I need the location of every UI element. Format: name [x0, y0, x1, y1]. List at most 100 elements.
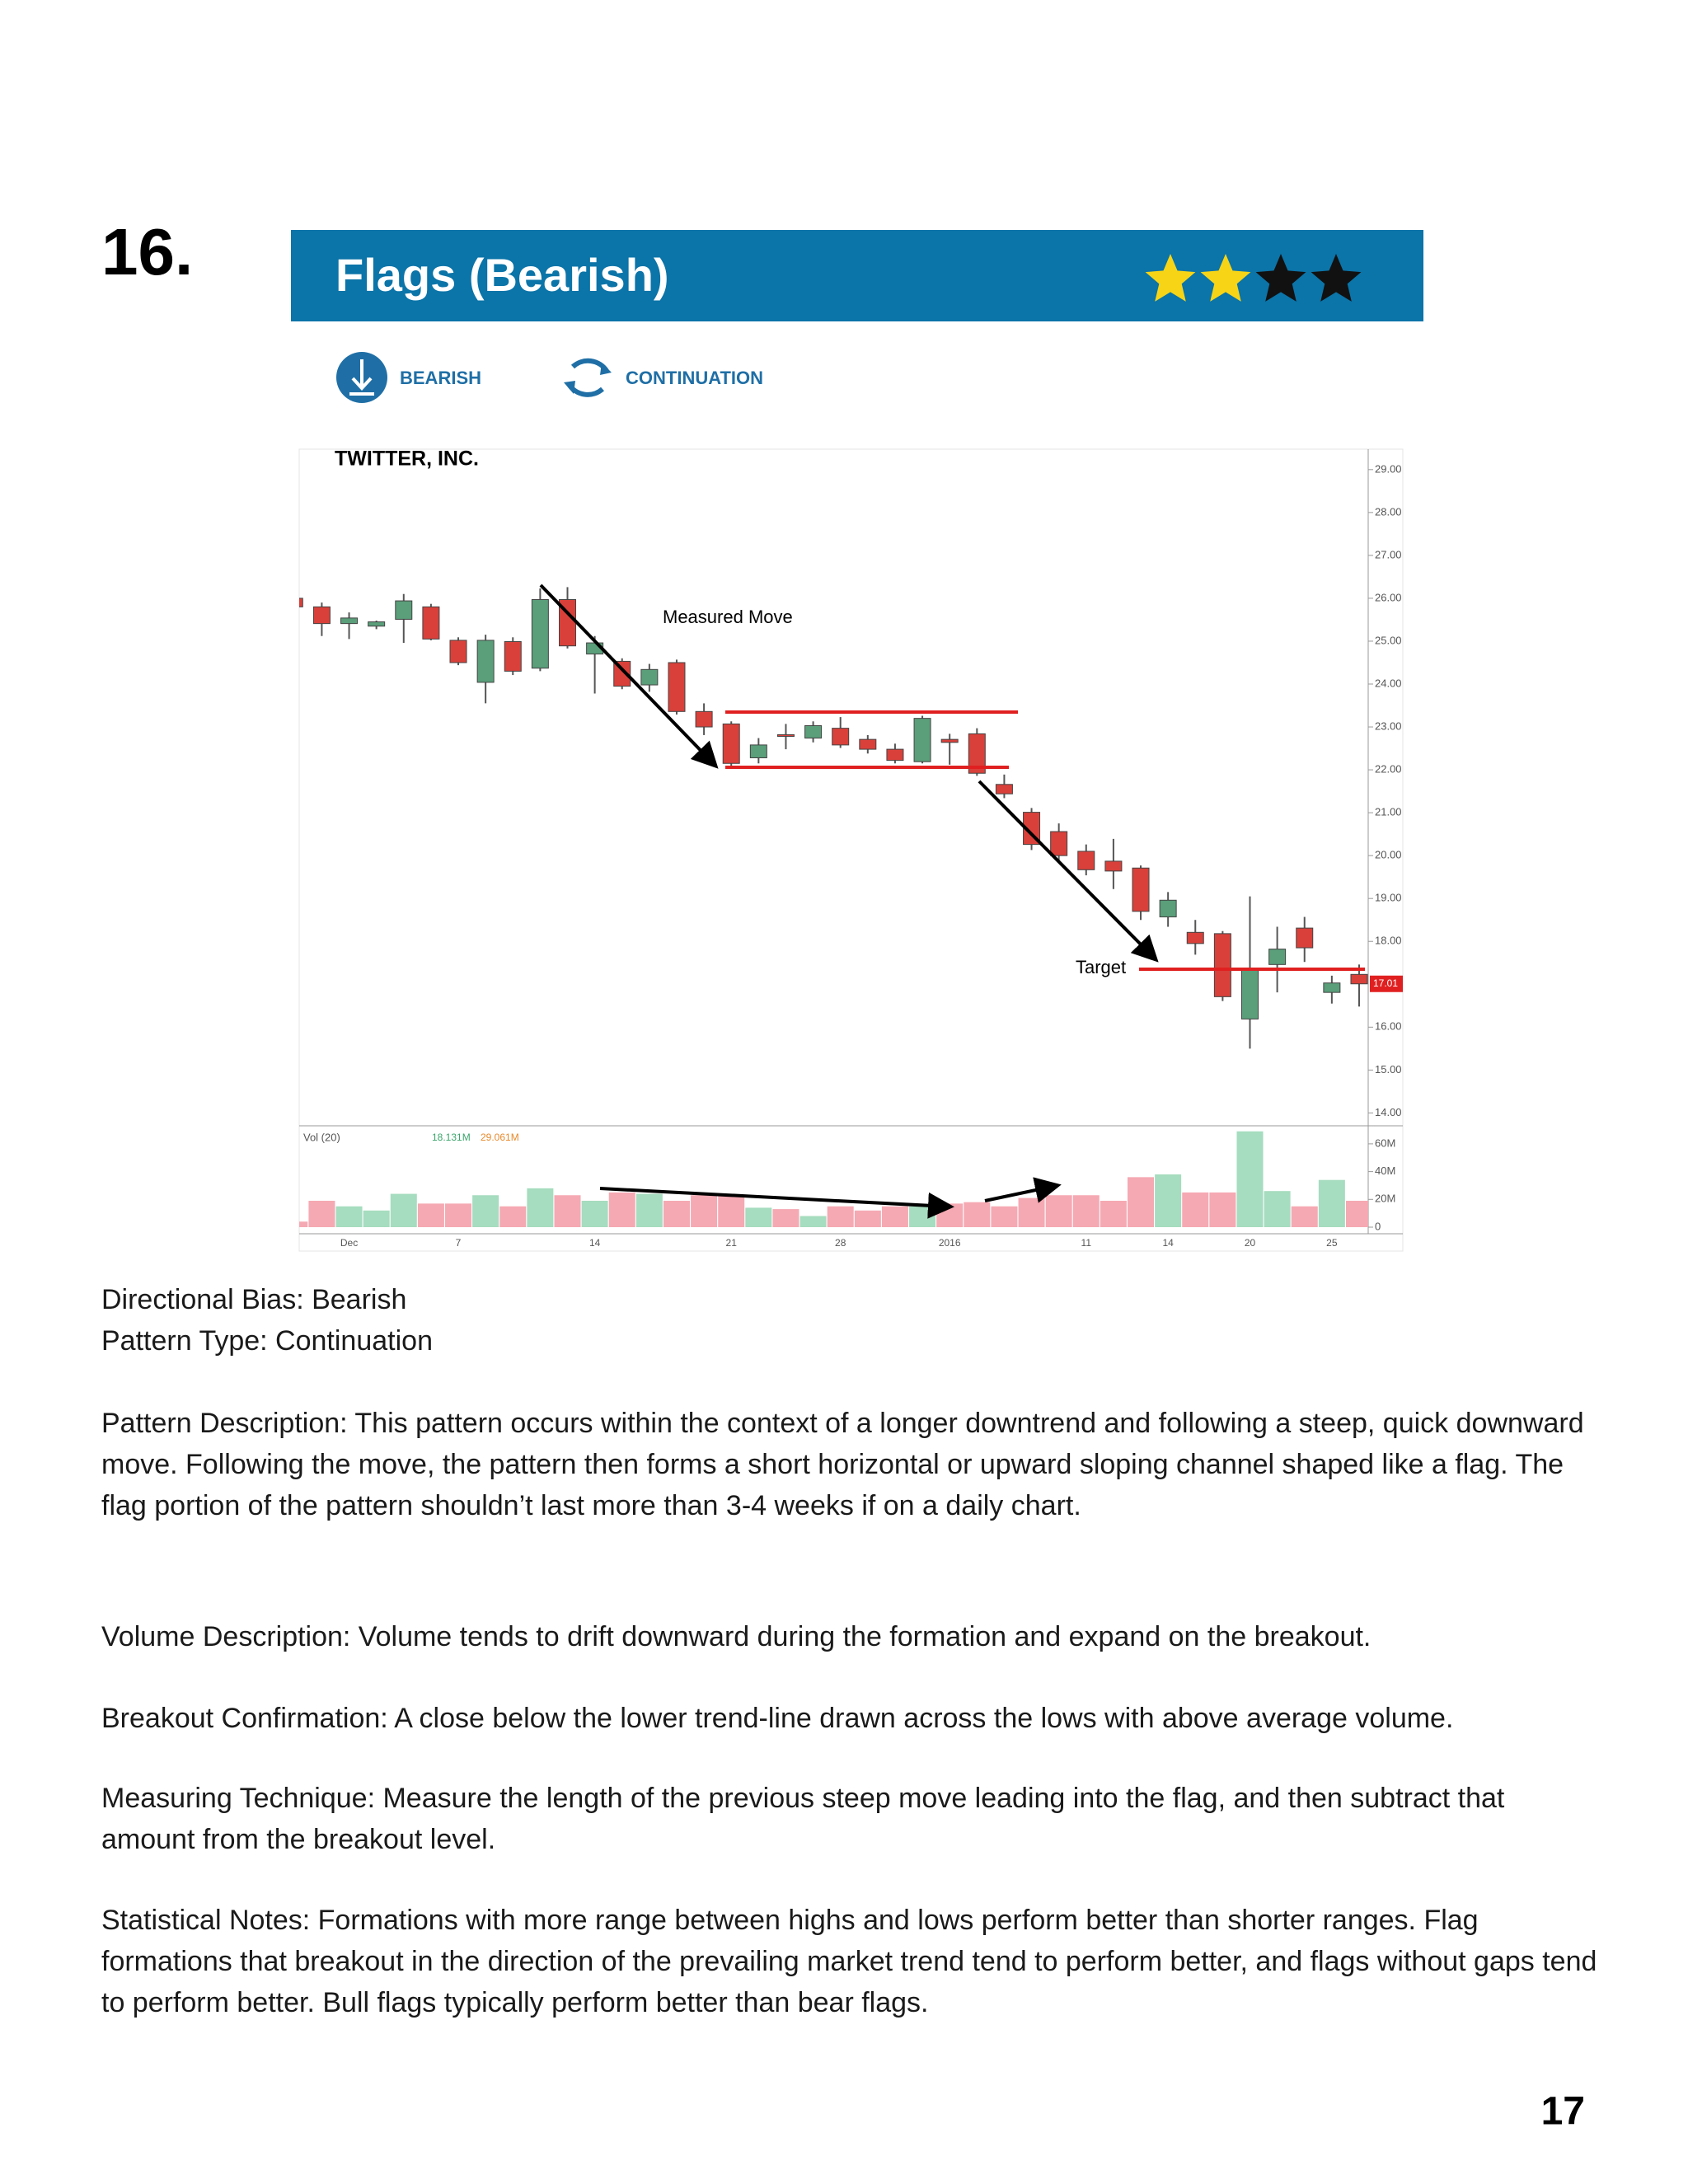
candle-body	[395, 600, 413, 620]
y-tick-label: 23.00	[1375, 719, 1402, 732]
candle-body	[886, 748, 904, 762]
candle-body	[1104, 860, 1123, 872]
volume-tick-label: 20M	[1375, 1193, 1395, 1205]
continuation-icon	[566, 358, 609, 397]
y-tick-label: 16.00	[1375, 1020, 1402, 1033]
star	[1311, 254, 1362, 302]
candle-body	[995, 784, 1013, 794]
candle-body	[776, 733, 795, 737]
volume-arrow	[984, 1177, 1062, 1203]
candle-body	[1132, 867, 1150, 912]
plot	[299, 587, 1368, 1227]
last-price-label: 17.01	[1373, 977, 1398, 989]
x-tick-label: 28	[835, 1237, 846, 1249]
x-tick-label: 25	[1326, 1237, 1338, 1249]
volume-label: Vol (20)	[303, 1131, 340, 1143]
annotation: Measured Move	[663, 607, 793, 627]
paragraph: Breakout Confirmation: A close below the…	[101, 1703, 1454, 1734]
volume-bar	[445, 1203, 472, 1227]
volume-bar	[1100, 1200, 1127, 1227]
volume-bar	[554, 1195, 581, 1227]
banner-title: Flags (Bearish)	[335, 249, 669, 301]
candle-body	[695, 710, 713, 728]
volume-bar	[909, 1206, 936, 1227]
candle-body	[1241, 968, 1259, 1019]
volume-bar	[827, 1206, 854, 1227]
volume-bar	[745, 1207, 772, 1227]
paragraph: Pattern Type: Continuation	[101, 1325, 433, 1357]
y-tick-label: 14.00	[1375, 1106, 1402, 1118]
y-tick-label: 18.00	[1375, 935, 1402, 947]
volume-bar	[964, 1202, 991, 1227]
candle-body	[668, 662, 686, 712]
volume-bar	[991, 1206, 1018, 1227]
candle-body	[340, 617, 359, 625]
y-tick-label: 29.00	[1375, 462, 1402, 475]
item-number: 16.	[101, 215, 193, 288]
candle-body	[1350, 973, 1368, 985]
volume-bar	[772, 1209, 799, 1227]
candle-body	[859, 738, 877, 750]
paragraph: Pattern Description: This pattern occurs…	[101, 1408, 1584, 1521]
volume-bar	[1345, 1200, 1368, 1227]
y-tick-label: 26.00	[1375, 591, 1402, 603]
candle-body	[968, 733, 986, 774]
chart-title: TWITTER, INC.	[335, 448, 479, 471]
bearish-arrow	[349, 359, 374, 396]
candle-body	[531, 598, 549, 669]
volume-bar	[299, 1221, 308, 1227]
y-tick-label: 19.00	[1375, 892, 1402, 904]
volume-bar	[390, 1193, 417, 1227]
candle-body	[1213, 933, 1231, 997]
tag: BEARISH	[400, 368, 481, 388]
x-tick-label: 14	[589, 1237, 601, 1249]
x-tick-label: 11	[1081, 1237, 1092, 1249]
volume-stat: 18.131M	[432, 1132, 471, 1143]
y-tick-label: 27.00	[1375, 548, 1402, 560]
volume-bar	[663, 1200, 690, 1227]
x-tick-label: 7	[456, 1237, 462, 1249]
volume-bar	[1264, 1191, 1291, 1227]
candle-body	[312, 606, 331, 625]
volume-tick-label: 0	[1375, 1220, 1381, 1232]
volume-bar	[472, 1195, 499, 1227]
candle-body	[1159, 899, 1177, 918]
candle-body	[422, 606, 440, 640]
candle-body	[940, 738, 959, 743]
chart-frame	[298, 448, 1404, 1252]
candle-body	[1323, 982, 1341, 993]
y-tick-label: 21.00	[1375, 806, 1402, 818]
volume-bar	[1291, 1206, 1318, 1227]
star	[1200, 254, 1251, 302]
candle-body	[1050, 831, 1068, 856]
volume-bar	[718, 1195, 745, 1227]
volume-bar	[499, 1206, 527, 1227]
volume-bar	[608, 1192, 635, 1227]
star	[1255, 254, 1306, 302]
move-arrow	[539, 583, 719, 769]
candle-body	[913, 718, 931, 762]
y-tick-label: 22.00	[1375, 763, 1402, 776]
volume-bar	[527, 1188, 554, 1227]
candle-body	[749, 744, 767, 759]
paragraph: Volume Description: Volume tends to drif…	[101, 1621, 1372, 1652]
target-arrow	[978, 780, 1159, 963]
x-tick-label: 21	[726, 1237, 738, 1249]
candle-body	[804, 724, 823, 739]
y-tick-label: 24.00	[1375, 677, 1402, 689]
candle-body	[504, 640, 522, 672]
y-tick-label: 25.00	[1375, 634, 1402, 646]
volume-bar	[1318, 1179, 1345, 1227]
volume-bar	[308, 1200, 335, 1227]
volume-arrow	[599, 1187, 954, 1219]
volume-bar	[854, 1210, 881, 1227]
candle-body	[299, 598, 303, 607]
candle-body	[832, 728, 850, 746]
volume-bar	[635, 1193, 663, 1227]
volume-bar	[881, 1206, 908, 1227]
paragraph: Measuring Technique: Measure the length …	[101, 1783, 1505, 1855]
volume-tick-label: 60M	[1375, 1137, 1395, 1149]
candle-body	[368, 621, 386, 627]
